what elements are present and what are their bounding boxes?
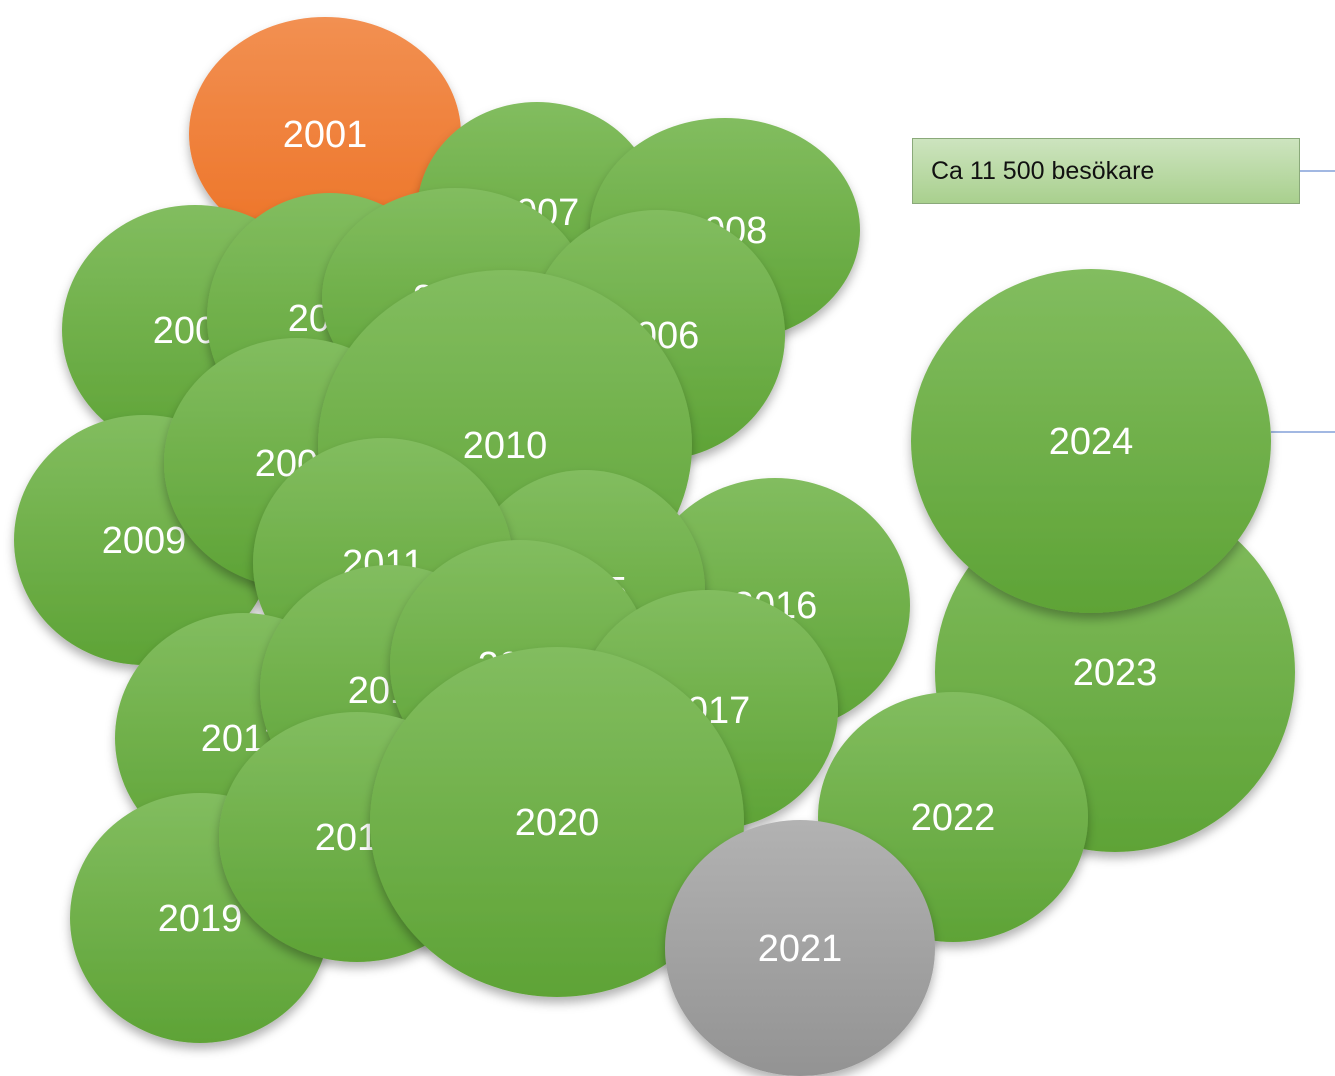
bubble-label: 2024 (1049, 421, 1134, 463)
bubble-label: 2010 (463, 425, 548, 467)
bubble-2001: 2001 (189, 17, 461, 251)
bubble-circle (665, 820, 935, 1076)
bubble-circle (370, 647, 744, 997)
bubble-2020: 2020 (370, 647, 744, 997)
bubble-label: 2023 (1073, 652, 1158, 694)
bubble-label: 2009 (102, 520, 187, 562)
bubble-2021: 2021 (665, 820, 935, 1076)
callout-text: Ca 11 500 besökare (931, 157, 1155, 185)
bubble-label: 2020 (515, 802, 600, 844)
bubble-label: 2019 (158, 898, 243, 940)
bubble-label: 2022 (911, 797, 996, 839)
bubble-label: 2001 (283, 114, 368, 156)
bubble-label: 2021 (758, 928, 843, 970)
bubble-2024: 2024 (911, 269, 1271, 613)
bubble-circle (189, 17, 461, 251)
bubble-circle (911, 269, 1271, 613)
visitor-count-callout: Ca 11 500 besökare (912, 138, 1300, 204)
